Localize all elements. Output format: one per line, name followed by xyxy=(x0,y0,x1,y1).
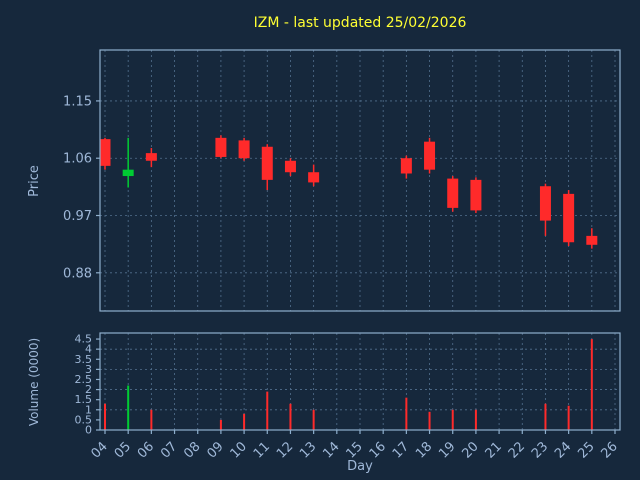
candle-body xyxy=(122,169,134,177)
day-tick-label: 19 xyxy=(436,439,458,461)
candle-body xyxy=(586,235,598,245)
volume-y-axis-label: Volume (0000) xyxy=(27,338,41,426)
candle-body xyxy=(470,179,482,211)
candle-body xyxy=(238,140,250,159)
chart-title: IZM - last updated 25/02/2026 xyxy=(254,15,467,31)
candle-body xyxy=(424,141,436,170)
candle-body xyxy=(145,153,157,161)
volume-tick-label: 3 xyxy=(85,363,92,376)
price-tick-label: 0.97 xyxy=(63,209,92,224)
day-tick-label: 26 xyxy=(599,439,621,461)
volume-tick-label: 2.5 xyxy=(75,373,93,386)
day-tick-label: 23 xyxy=(529,439,551,461)
candle-body xyxy=(99,139,111,166)
grid-lines xyxy=(100,50,620,430)
price-y-axis-label: Price xyxy=(27,165,42,197)
day-tick-label: 20 xyxy=(459,439,481,461)
day-tick-label: 25 xyxy=(575,439,597,461)
day-tick-label: 22 xyxy=(506,439,528,461)
price-tick-label: 1.15 xyxy=(63,94,92,109)
day-tick-label: 06 xyxy=(135,439,157,461)
day-tick-label: 07 xyxy=(158,439,180,461)
volume-tick-label: 1.5 xyxy=(75,393,93,406)
volume-tick-label: 4 xyxy=(85,343,92,356)
candle-body xyxy=(215,137,227,157)
candle-body xyxy=(563,193,575,243)
day-tick-label: 18 xyxy=(413,439,435,461)
axes: 0.88 0.97 1.06 1.15 00.511.522.533.544.5 04 05… xyxy=(63,49,621,462)
day-tick-label: 11 xyxy=(251,439,273,461)
day-tick-label: 13 xyxy=(297,439,319,461)
volume-tick-label: 0 xyxy=(85,424,92,437)
candle-body xyxy=(308,172,320,183)
volume-tick-label: 3.5 xyxy=(75,353,93,366)
day-tick-label: 10 xyxy=(228,439,250,461)
volume-tick-label: 1 xyxy=(85,403,92,416)
candle-body xyxy=(261,146,273,180)
x-axis-label: Day xyxy=(347,459,373,474)
day-tick-label: 08 xyxy=(181,439,203,461)
chart-series xyxy=(99,135,598,430)
candle-body xyxy=(447,178,459,208)
day-tick-label: 21 xyxy=(483,439,505,461)
day-tick-label: 12 xyxy=(274,439,296,461)
candle-body xyxy=(400,158,412,174)
day-tick-label: 14 xyxy=(320,439,342,461)
panel-border xyxy=(99,49,621,312)
day-tick-label: 05 xyxy=(112,439,134,461)
day-tick-label: 24 xyxy=(552,439,574,461)
day-tick-label: 04 xyxy=(89,439,111,461)
candle-body xyxy=(539,186,551,221)
price-tick-label: 1.06 xyxy=(63,152,92,167)
volume-tick-label: 2 xyxy=(85,383,92,396)
volume-tick-label: 4.5 xyxy=(75,333,93,346)
day-tick-label: 09 xyxy=(204,439,226,461)
panel-border xyxy=(99,332,621,431)
candle-body xyxy=(284,160,296,173)
day-tick-label: 17 xyxy=(390,439,412,461)
price-tick-label: 0.88 xyxy=(63,266,92,281)
volume-tick-label: 0.5 xyxy=(75,413,93,426)
